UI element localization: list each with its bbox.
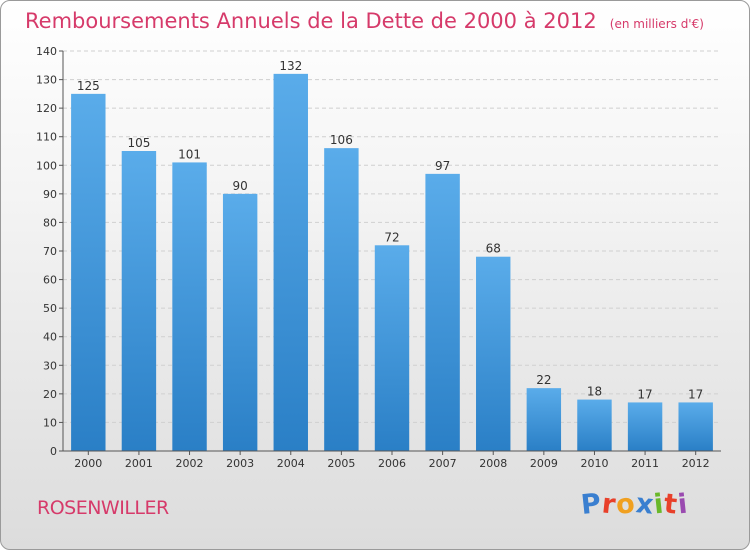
bar-value-label: 18 — [587, 385, 602, 399]
bar-2002 — [172, 162, 207, 451]
y-tick-label: 100 — [36, 159, 57, 172]
x-tick-label: 2007 — [429, 457, 457, 470]
bar-value-label: 17 — [637, 387, 652, 401]
bar-2000 — [71, 93, 106, 451]
bar-value-label: 22 — [536, 373, 551, 387]
x-tick-label: 2012 — [682, 457, 710, 470]
x-tick-label: 2002 — [176, 457, 204, 470]
x-tick-label: 2001 — [125, 457, 153, 470]
bar-value-label: 132 — [279, 59, 302, 73]
y-tick-label: 140 — [36, 45, 57, 58]
bar-2006 — [374, 245, 410, 451]
logo-letter: i — [676, 488, 691, 521]
x-tick-label: 2010 — [580, 457, 608, 470]
bars: 125 105 101 90 132 106 72 97 68 22 18 17 17 — [71, 59, 713, 451]
x-tick-label: 2011 — [631, 457, 659, 470]
bar-value-label: 97 — [435, 159, 450, 173]
x-tick-label: 2008 — [479, 457, 507, 470]
y-tick-label: 70 — [43, 245, 57, 258]
y-tick-label: 130 — [36, 74, 57, 87]
bar-value-label: 72 — [384, 230, 399, 244]
bar-value-label: 101 — [178, 147, 201, 161]
x-tick-label: 2005 — [327, 457, 355, 470]
chart-subtitle: (en milliers d'€) — [609, 17, 704, 31]
bar-2007 — [425, 173, 460, 451]
x-tick-label: 2000 — [74, 457, 102, 470]
x-tick-label: 2006 — [378, 457, 406, 470]
bar-2003 — [222, 193, 258, 451]
x-tick-label: 2003 — [226, 457, 254, 470]
axes: 0 10 20 30 40 50 60 70 80 90 100 110 120 130 140 2000 20… — [36, 45, 721, 470]
y-tick-label: 0 — [50, 445, 57, 458]
y-tick-label: 120 — [36, 102, 57, 115]
bar-value-label: 106 — [330, 133, 353, 147]
y-tick-label: 90 — [43, 188, 57, 201]
bar-2009 — [526, 388, 562, 451]
chart-title: Remboursements Annuels de la Dette de 20… — [25, 9, 597, 33]
x-tick-label: 2004 — [277, 457, 305, 470]
bar-2011 — [627, 402, 663, 451]
bar-2010 — [577, 399, 612, 451]
y-tick-label: 50 — [43, 302, 57, 315]
y-tick-label: 20 — [43, 388, 57, 401]
bar-value-label: 90 — [233, 179, 248, 193]
chart-title-block: Remboursements Annuels de la Dette de 20… — [25, 9, 704, 33]
bar-value-label: 125 — [77, 79, 100, 93]
bar-2008 — [476, 256, 511, 451]
y-tick-label: 80 — [43, 216, 57, 229]
proxiti-logo: Proxiti — [579, 488, 691, 521]
x-tick-label: 2009 — [530, 457, 558, 470]
bar-value-label: 68 — [486, 242, 501, 256]
bar-2001 — [121, 151, 157, 451]
bar-2005 — [324, 148, 359, 451]
y-tick-label: 30 — [43, 359, 57, 372]
y-tick-label: 40 — [43, 331, 57, 344]
bar-value-label: 105 — [127, 136, 150, 150]
y-tick-label: 60 — [43, 274, 57, 287]
y-tick-label: 10 — [43, 416, 57, 429]
commune-name: ROSENWILLER — [37, 497, 169, 519]
bar-value-label: 17 — [688, 387, 703, 401]
y-tick-label: 110 — [36, 131, 57, 144]
bar-2004 — [273, 73, 308, 451]
bar-2012 — [678, 402, 713, 451]
